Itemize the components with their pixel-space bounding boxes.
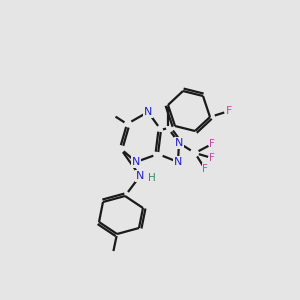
Text: F: F [226, 106, 232, 116]
Text: N: N [132, 157, 140, 167]
Text: N: N [174, 157, 182, 167]
Text: H: H [148, 173, 156, 183]
Text: N: N [144, 107, 152, 117]
Text: N: N [175, 138, 183, 148]
Text: F: F [209, 139, 215, 149]
Text: F: F [209, 153, 215, 163]
Text: F: F [202, 164, 208, 174]
Text: N: N [136, 171, 144, 181]
